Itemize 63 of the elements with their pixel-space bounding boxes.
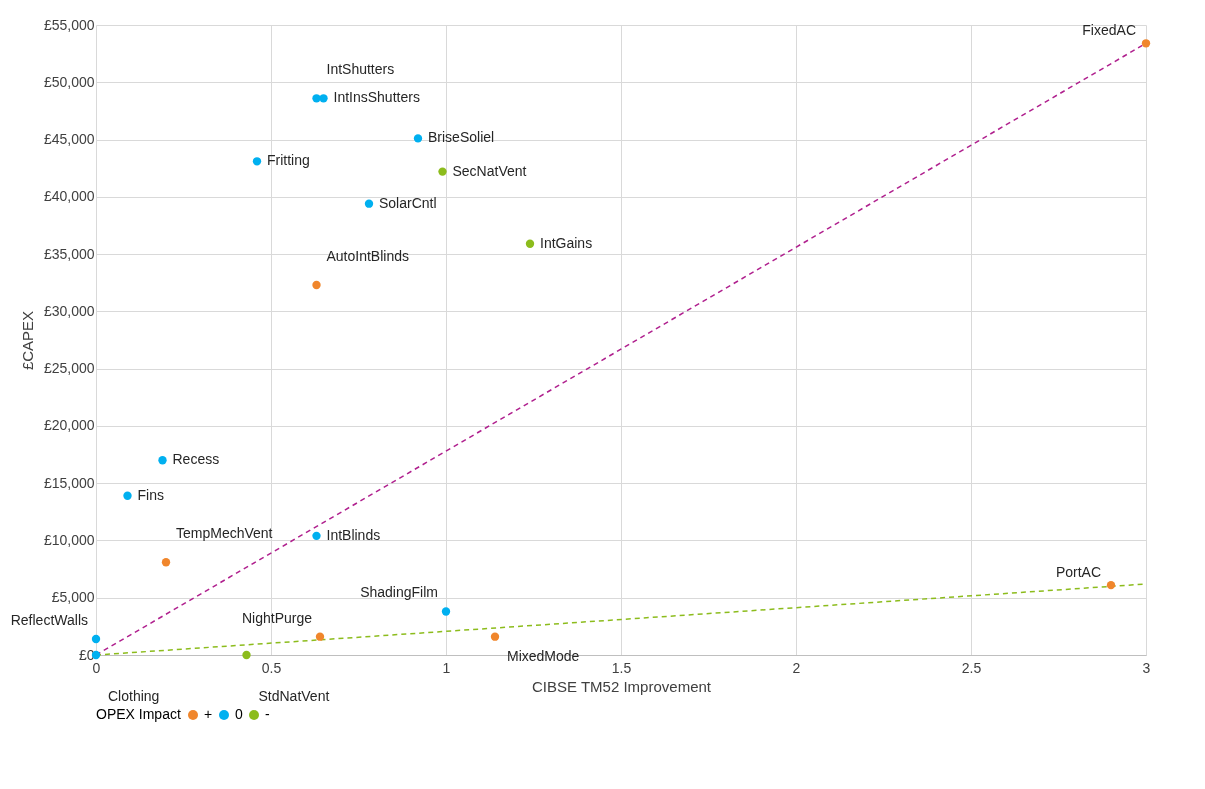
y-tick-label: £5,000 [51, 589, 95, 606]
legend-label: + [204, 706, 213, 722]
x-tick-label: 1 [442, 659, 451, 676]
data-label: BriseSoliel [428, 129, 495, 146]
data-label: TempMechVent [176, 525, 273, 542]
data-label: PortAC [1055, 564, 1101, 581]
data-label: IntInsShutters [333, 89, 420, 106]
point [312, 94, 321, 103]
data-label: IntGains [540, 234, 593, 251]
data-label: AutoIntBlinds [326, 248, 409, 265]
x-tick-label: 0 [92, 659, 101, 676]
data-label: ShadingFilm [360, 584, 438, 601]
data-label: ReflectWalls [10, 611, 88, 628]
point [490, 632, 500, 641]
point [312, 531, 321, 541]
point [315, 632, 325, 641]
x-axis-title: CIBSE TM52 Improvement [532, 677, 712, 695]
legend-label: 0 [235, 706, 243, 722]
legend-label: - [265, 706, 270, 722]
data-label: NightPurge [241, 609, 313, 626]
x-tick-label: 2.5 [961, 659, 982, 676]
data-label: StdNatVent [258, 688, 330, 704]
y-tick-label: £10,000 [43, 531, 95, 548]
data-label: Clothing [108, 688, 160, 704]
y-tick-label: £20,000 [43, 417, 95, 434]
point [252, 157, 262, 166]
x-tick-label: 1.5 [611, 659, 632, 676]
point [441, 607, 451, 616]
legend-title: OPEX Impact [96, 706, 181, 722]
y-tick-label: £25,000 [43, 360, 95, 377]
y-tick-label: £30,000 [43, 302, 95, 319]
point [312, 280, 321, 290]
y-tick-label: £50,000 [43, 73, 95, 90]
x-tick-label: 0.5 [261, 659, 282, 676]
data-label: MixedMode [507, 647, 580, 664]
y-tick-label: £35,000 [43, 245, 95, 262]
point [1106, 580, 1116, 590]
data-label: Fritting [267, 152, 310, 169]
x-tick-label: 3 [1142, 659, 1151, 676]
data-label: FixedAC [1082, 22, 1136, 39]
data-label: SecNatVent [452, 162, 527, 179]
point [413, 134, 423, 143]
y-tick-label: £45,000 [43, 131, 95, 148]
point [525, 239, 535, 248]
y-axis-title: £CAPEX [18, 310, 36, 371]
data-label: SolarCntl [379, 194, 437, 211]
point [91, 634, 101, 644]
y-tick-label: £15,000 [43, 474, 95, 491]
data-label: Recess [172, 451, 220, 468]
data-label: IntBlinds [326, 526, 381, 543]
y-tick-label: £55,000 [43, 16, 95, 33]
data-label: Fins [137, 486, 164, 503]
point [158, 456, 167, 465]
point [242, 650, 251, 660]
point [1141, 39, 1151, 48]
data-label: IntShutters [326, 61, 395, 78]
point [364, 199, 374, 208]
point [438, 167, 447, 176]
point [123, 491, 132, 500]
y-tick-label: £40,000 [43, 188, 95, 205]
point [319, 94, 328, 103]
point [161, 558, 171, 567]
x-tick-label: 2 [792, 659, 801, 676]
